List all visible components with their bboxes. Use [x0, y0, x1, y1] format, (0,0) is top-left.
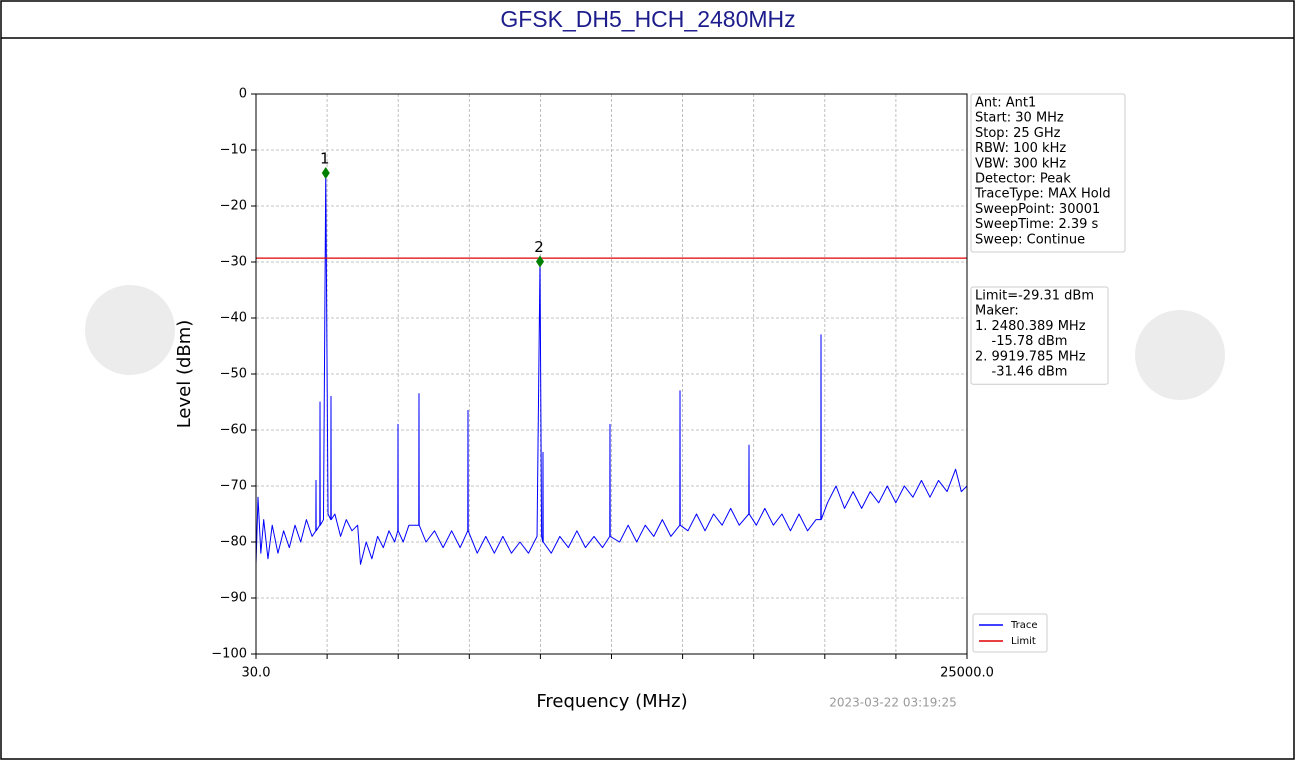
watermarks	[85, 285, 1225, 400]
marker	[536, 255, 545, 268]
legend-label: Limit	[1011, 636, 1036, 647]
info-line: Maker:	[975, 304, 1019, 319]
info-line: Sweep: Continue	[975, 232, 1085, 247]
y-tick-label: −40	[220, 311, 247, 326]
info-line: 1. 2480.389 MHz	[975, 319, 1086, 334]
info-line: Limit=-29.31 dBm	[975, 289, 1094, 304]
y-tick-label: 0	[239, 87, 247, 102]
info-line: Ant: Ant1	[975, 96, 1036, 111]
page-title: GFSK_DH5_HCH_2480MHz	[500, 6, 795, 32]
y-tick-label: −30	[220, 255, 247, 270]
info-line: TraceType: MAX Hold	[974, 187, 1111, 202]
plot-border	[255, 93, 968, 655]
y-axis-label: Level (dBm)	[174, 320, 195, 429]
info-line: -15.78 dBm	[975, 334, 1067, 349]
trace-line	[255, 172, 968, 565]
info-line: Detector: Peak	[975, 172, 1071, 187]
watermark	[1135, 310, 1225, 400]
marker-label: 2	[534, 238, 544, 256]
marker-label: 1	[320, 149, 330, 167]
y-tick-label: −70	[220, 479, 247, 494]
info-line: 2. 9919.785 MHz	[975, 349, 1086, 364]
y-tick-label: −20	[220, 199, 247, 214]
info-line: Stop: 25 GHz	[975, 126, 1061, 141]
y-tick-label: −90	[220, 591, 247, 606]
x-tick-label: 25000.0	[940, 666, 994, 681]
y-tick-label: −60	[220, 423, 247, 438]
y-tick-label: −50	[220, 367, 247, 382]
info-line: -31.46 dBm	[975, 365, 1067, 380]
plot: 0 −10 −20 −30 −40 −50 −60 −70 −80 −90 −100 30.0 2500…	[211, 87, 1126, 681]
y-tick-label: −80	[220, 535, 247, 550]
info-box	[970, 93, 1126, 253]
info-line: VBW: 300 kHz	[975, 156, 1066, 171]
legend-label: Trace	[1010, 620, 1038, 631]
legend-box	[972, 613, 1048, 653]
info-line: Start: 30 MHz	[975, 111, 1064, 126]
x-axis-label: Frequency (MHz)	[536, 691, 687, 712]
watermark	[85, 285, 175, 375]
info-line: RBW: 100 kHz	[975, 141, 1066, 156]
x-tick-label: 30.0	[242, 666, 271, 681]
info-box	[970, 286, 1109, 385]
info-line: SweepTime: 2.39 s	[975, 217, 1099, 232]
info-line: SweepPoint: 30001	[975, 202, 1100, 217]
y-tick-label: −10	[220, 143, 247, 158]
y-tick-label: −100	[211, 647, 247, 662]
marker	[321, 166, 330, 179]
timestamp: 2023-03-22 03:19:25	[829, 696, 956, 710]
